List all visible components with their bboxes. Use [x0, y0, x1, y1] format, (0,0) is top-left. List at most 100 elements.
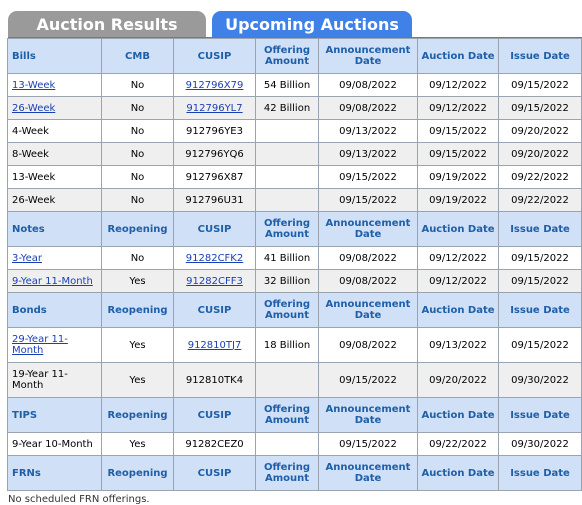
security-term-cell: 3-Year — [7, 246, 102, 270]
table-row: 13-Week No 912796X87 09/15/2022 09/19/2022 09… — [7, 165, 582, 189]
issue-date-cell: 09/15/2022 — [498, 246, 582, 270]
cusip-value-link[interactable]: 912796YL7 — [186, 102, 243, 114]
auction-date-cell: 09/12/2022 — [417, 269, 499, 293]
cusip-value-cell: 912796YE3 — [173, 119, 256, 143]
option-value-cell: No — [101, 142, 174, 166]
offering-amount-cell — [255, 432, 319, 456]
security-term-cell: 4-Week — [7, 119, 102, 143]
cusip-value-link[interactable]: 91282CFF3 — [186, 275, 243, 287]
col-issue-date: Issue Date — [498, 211, 582, 247]
offering-amount-cell: 18 Billion — [255, 327, 319, 363]
option-value-cell: Yes — [101, 269, 174, 293]
offering-amount-cell: 41 Billion — [255, 246, 319, 270]
offering-amount-cell: 54 Billion — [255, 73, 319, 97]
section-label: Notes — [7, 211, 102, 247]
table-row: 9-Year 10-Month Yes 91282CEZ0 09/15/2022 09/… — [7, 432, 582, 456]
announcement-date-cell: 09/08/2022 — [318, 73, 418, 97]
col-issue-date: Issue Date — [498, 292, 582, 328]
announcement-date-cell: 09/15/2022 — [318, 165, 418, 189]
col-announcement-date: Announcement Date — [318, 211, 418, 247]
col-auction-date: Auction Date — [417, 38, 499, 74]
announcement-date-cell: 09/08/2022 — [318, 327, 418, 363]
col-option: Reopening — [101, 397, 174, 433]
col-offering-amount: Offering Amount — [255, 211, 319, 247]
security-term-cell: 29-Year 11-Month — [7, 327, 102, 363]
col-cusip: CUSIP — [173, 397, 256, 433]
upcoming-auctions-table: Bills CMB CUSIP Offering Amount Announcement… — [7, 38, 582, 491]
offering-amount-cell — [255, 188, 319, 212]
col-option: Reopening — [101, 292, 174, 328]
cusip-value-cell: 91282CFK2 — [173, 246, 256, 270]
option-value-cell: No — [101, 73, 174, 97]
security-term-link[interactable]: 13-Week — [12, 79, 56, 91]
issue-date-cell: 09/22/2022 — [498, 188, 582, 212]
col-issue-date: Issue Date — [498, 38, 582, 74]
auction-tabs: Auction Results Upcoming Auctions — [8, 11, 582, 38]
col-announcement-date: Announcement Date — [318, 455, 418, 491]
col-offering-amount: Offering Amount — [255, 397, 319, 433]
auction-date-cell: 09/15/2022 — [417, 119, 499, 143]
table-row: 9-Year 11-Month Yes 91282CFF3 32 Billion 09/… — [7, 269, 582, 293]
option-value-cell: Yes — [101, 327, 174, 363]
col-auction-date: Auction Date — [417, 455, 499, 491]
col-option: CMB — [101, 38, 174, 74]
option-value-cell: No — [101, 188, 174, 212]
col-cusip: CUSIP — [173, 455, 256, 491]
auction-date-cell: 09/19/2022 — [417, 188, 499, 212]
offering-amount-cell: 42 Billion — [255, 96, 319, 120]
security-term-link[interactable]: 29-Year 11-Month — [12, 334, 68, 356]
offering-amount-cell: 32 Billion — [255, 269, 319, 293]
col-auction-date: Auction Date — [417, 397, 499, 433]
section-label: Bills — [7, 38, 102, 74]
auction-date-cell: 09/15/2022 — [417, 142, 499, 166]
col-auction-date: Auction Date — [417, 211, 499, 247]
section-header-row: Bonds Reopening CUSIP Offering Amount Announ… — [7, 292, 582, 328]
section-header-row: FRNs Reopening CUSIP Offering Amount Announc… — [7, 455, 582, 491]
announcement-date-cell: 09/13/2022 — [318, 119, 418, 143]
col-offering-amount: Offering Amount — [255, 292, 319, 328]
section-header-row: Notes Reopening CUSIP Offering Amount Announ… — [7, 211, 582, 247]
auction-date-cell: 09/12/2022 — [417, 246, 499, 270]
issue-date-cell: 09/30/2022 — [498, 432, 582, 456]
cusip-value-cell: 912796YL7 — [173, 96, 256, 120]
security-term-link[interactable]: 9-Year 11-Month — [12, 275, 93, 287]
cusip-value-link[interactable]: 912810TJ7 — [187, 339, 242, 351]
security-term-cell: 26-Week — [7, 188, 102, 212]
col-issue-date: Issue Date — [498, 397, 582, 433]
col-auction-date: Auction Date — [417, 292, 499, 328]
col-cusip: CUSIP — [173, 292, 256, 328]
announcement-date-cell: 09/08/2022 — [318, 246, 418, 270]
announcement-date-cell: 09/15/2022 — [318, 188, 418, 212]
security-term-cell: 9-Year 10-Month — [7, 432, 102, 456]
tab-upcoming-auctions[interactable]: Upcoming Auctions — [212, 11, 412, 38]
cusip-value-link[interactable]: 912796X79 — [185, 79, 244, 91]
offering-amount-cell — [255, 362, 319, 398]
security-term-link[interactable]: 26-Week — [12, 102, 56, 114]
tab-auction-results[interactable]: Auction Results — [8, 11, 206, 38]
table-row: 26-Week No 912796YL7 42 Billion 09/08/2022 09… — [7, 96, 582, 120]
cusip-value-cell: 91282CFF3 — [173, 269, 256, 293]
security-term-link[interactable]: 3-Year — [12, 252, 42, 264]
security-term-cell: 13-Week — [7, 73, 102, 97]
announcement-date-cell: 09/08/2022 — [318, 96, 418, 120]
section-label: FRNs — [7, 455, 102, 491]
issue-date-cell: 09/15/2022 — [498, 327, 582, 363]
section-header-row: Bills CMB CUSIP Offering Amount Announcement… — [7, 38, 582, 74]
table-row: 29-Year 11-Month Yes 912810TJ7 18 Billion 09… — [7, 327, 582, 363]
issue-date-cell: 09/15/2022 — [498, 73, 582, 97]
cusip-value-link[interactable]: 91282CFK2 — [185, 252, 244, 264]
table-row: 19-Year 11-Month Yes 912810TK4 09/15/2022 09… — [7, 362, 582, 398]
announcement-date-cell: 09/15/2022 — [318, 362, 418, 398]
col-announcement-date: Announcement Date — [318, 292, 418, 328]
cusip-value-cell: 91282CEZ0 — [173, 432, 256, 456]
cusip-value-cell: 912796X79 — [173, 73, 256, 97]
cusip-value-cell: 912796X87 — [173, 165, 256, 189]
table-row: 4-Week No 912796YE3 09/13/2022 09/15/2022 09/… — [7, 119, 582, 143]
table-row: 8-Week No 912796YQ6 09/13/2022 09/15/2022 09/… — [7, 142, 582, 166]
issue-date-cell: 09/15/2022 — [498, 96, 582, 120]
auction-date-cell: 09/12/2022 — [417, 96, 499, 120]
col-option: Reopening — [101, 455, 174, 491]
option-value-cell: No — [101, 165, 174, 189]
col-offering-amount: Offering Amount — [255, 455, 319, 491]
section-label: Bonds — [7, 292, 102, 328]
